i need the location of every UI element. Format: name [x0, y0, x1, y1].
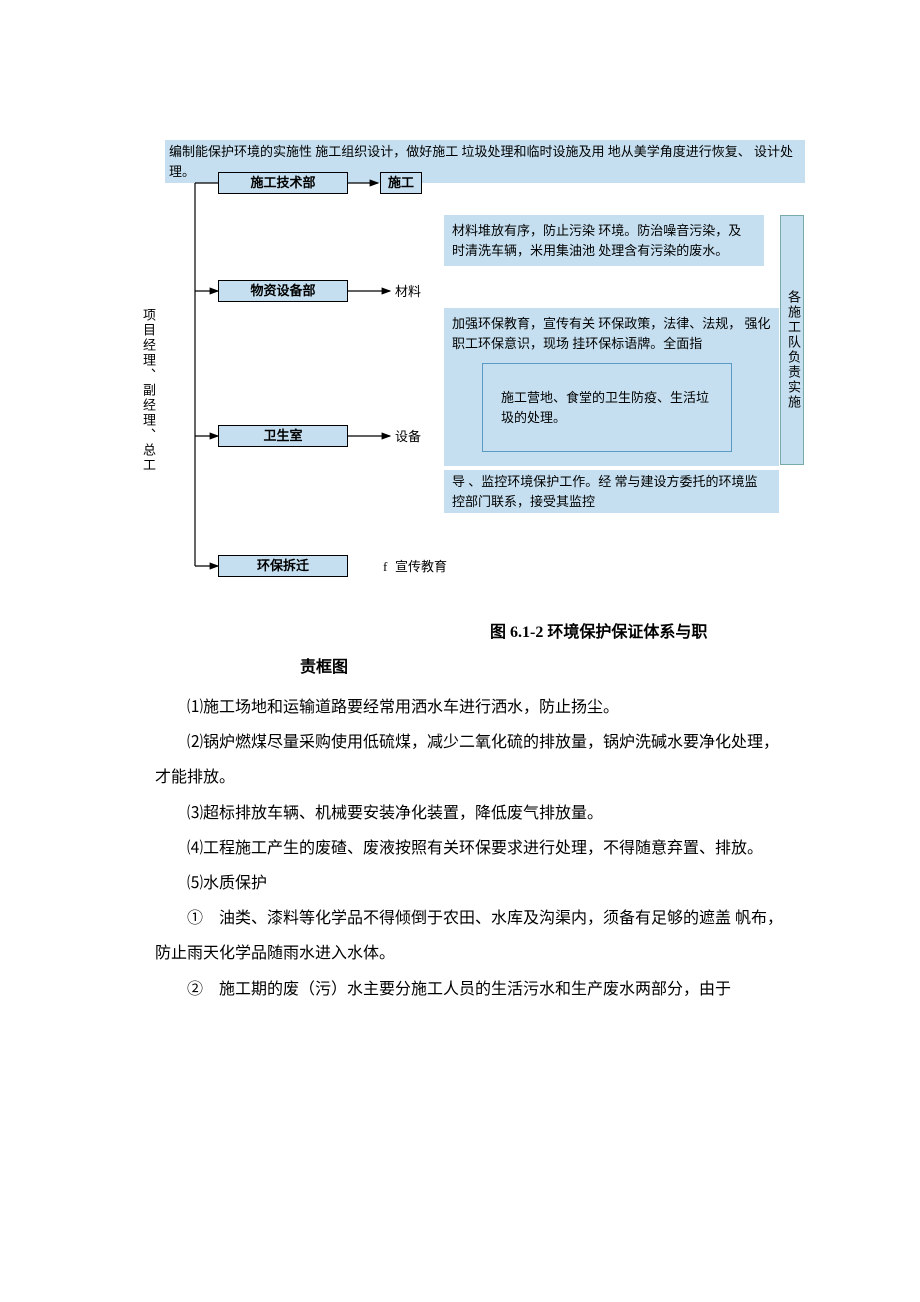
left-vertical-label: 项目经理、副经理、总工: [140, 290, 158, 490]
dept-tech-box: 施工技术部: [218, 172, 348, 194]
material-side-label: 材料: [395, 282, 421, 303]
right-block-2-top: 加强环保教育，宣传有关 环保政策，法律、法规， 强化职工环保意识，现场 挂环保标…: [452, 314, 772, 353]
dept-env-box: 环保拆迁: [218, 555, 348, 577]
para-2: ⑵锅炉燃煤尽量采购使用低硫煤，减少二氧化硫的排放量，锅炉洗碱水要净化处理，才能排…: [155, 725, 790, 795]
right-block-2-wrapper: 加强环保教育，宣传有关 环保政策，法律、法规， 强化职工环保意识，现场 挂环保标…: [444, 308, 779, 466]
para-4: ⑷工程施工产生的废碴、废液按照有关环保要求进行处理，不得随意弃置、排放。: [155, 831, 790, 866]
construction-box: 施工: [380, 172, 422, 194]
right-block-1: 材料堆放有序，防止污染 环境。防治噪音污染，及 时清洗车辆，米用集油池 处理含有…: [444, 215, 764, 266]
env-side-label: 宣传教育: [395, 557, 447, 578]
env-side-label-prefix: f: [383, 557, 387, 578]
para-3: ⑶超标排放车辆、机械要安装净化装置，降低废气排放量。: [155, 796, 790, 831]
figure-caption-part1: 图 6.1-2 环境保护保证体系与职: [490, 620, 707, 646]
para-1: ⑴施工场地和运输道路要经常用洒水车进行洒水，防止扬尘。: [155, 690, 790, 725]
figure-caption-row: 图 6.1-2 环境保护保证体系与职 责框图: [0, 620, 920, 690]
dept-health-box: 卫生室: [218, 425, 348, 447]
dept-material-box: 物资设备部: [218, 280, 348, 302]
right-vertical-label: 各施工队负责实施: [780, 215, 804, 465]
body-text-section: ⑴施工场地和运输道路要经常用洒水车进行洒水，防止扬尘。 ⑵锅炉燃煤尽量采购使用低…: [0, 690, 920, 1007]
para-5: ⑸水质保护: [155, 866, 790, 901]
figure-caption-part2: 责框图: [300, 655, 348, 681]
right-block-2-bottom: 导 、监控环境保护工作。经 常与建设方委托的环境监 控部门联系，接受其监控: [444, 470, 779, 513]
para-6: ① 油类、漆料等化学品不得倾倒于农田、水库及沟渠内，须备有足够的遮盖 帆布，防止…: [155, 901, 790, 971]
org-chart-diagram: 编制能保护环境的实施性 施工组织设计，做好施工 垃圾处理和临时设施及用 地从美学…: [0, 0, 920, 620]
health-side-label: 设备: [395, 427, 421, 448]
right-block-2-inner: 施工营地、食堂的卫生防疫、生活垃圾的处理。: [482, 363, 732, 452]
para-7: ② 施工期的废（污）水主要分施工人员的生活污水和生产废水两部分，由于: [155, 972, 790, 1007]
